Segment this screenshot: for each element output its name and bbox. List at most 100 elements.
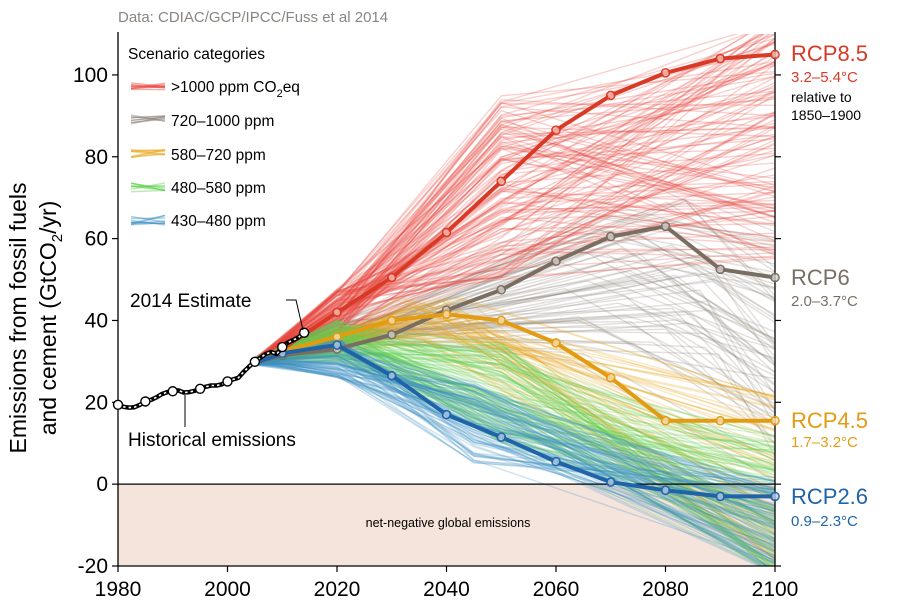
legend-label-1000-pre: >1000 ppm CO bbox=[171, 79, 277, 96]
scenario-line bbox=[254, 348, 775, 443]
scenario-line bbox=[254, 246, 775, 364]
scenario-line bbox=[254, 326, 775, 520]
scenario-line bbox=[254, 358, 775, 510]
scenario-line bbox=[254, 356, 775, 543]
rcp-labels: RCP8.5 3.2–5.4°C relative to 1850–1900 R… bbox=[791, 41, 868, 530]
legend-swatch-720-1000 bbox=[130, 114, 166, 125]
scenario-line bbox=[254, 363, 775, 522]
historical-point bbox=[277, 341, 288, 353]
legend-swatch-line bbox=[130, 150, 166, 156]
scenario-line bbox=[254, 249, 775, 363]
scenario-line bbox=[254, 347, 772, 566]
scenario-line bbox=[254, 250, 775, 363]
scenario-line bbox=[254, 356, 775, 454]
legend-swatch-line bbox=[130, 184, 166, 188]
scenario-line bbox=[254, 199, 775, 366]
scenario-line bbox=[254, 147, 775, 363]
scenario-line bbox=[254, 38, 775, 365]
rcp6-point-highlight bbox=[717, 266, 724, 273]
scenario-line bbox=[254, 355, 775, 546]
rcp6-label: RCP6 bbox=[791, 265, 850, 290]
legend-swatch-430-480 bbox=[130, 214, 166, 226]
scenario-line bbox=[254, 215, 775, 365]
rcp45-point-highlight bbox=[498, 317, 505, 324]
legend-swatch-line bbox=[130, 115, 166, 119]
scenario-line bbox=[254, 320, 775, 425]
scenario-line bbox=[254, 360, 775, 551]
scenario-line bbox=[254, 354, 763, 566]
scenario-line bbox=[254, 139, 775, 359]
scenario-line bbox=[254, 354, 775, 511]
scenario-line bbox=[254, 353, 775, 561]
rcp6-point-highlight bbox=[388, 331, 395, 338]
legend-swatch-line bbox=[130, 215, 166, 223]
historical-point bbox=[112, 399, 124, 410]
rcp45-point-highlight bbox=[772, 417, 778, 424]
rcp85-label: RCP8.5 bbox=[791, 41, 868, 66]
scenario-line bbox=[254, 279, 775, 361]
scenario-line bbox=[254, 181, 775, 364]
scenario-line bbox=[254, 109, 775, 360]
legend-title: Scenario categories bbox=[128, 46, 265, 63]
source-note: Data: CDIAC/GCP/IPCC/Fuss et al 2014 bbox=[118, 9, 388, 26]
scenario-line bbox=[254, 324, 768, 566]
rcp26-point-highlight bbox=[772, 493, 778, 500]
legend: Scenario categories >1000 ppm CO2eq 720–… bbox=[128, 46, 300, 230]
legend-label-430-480: 430–480 ppm bbox=[171, 213, 266, 230]
scenario-line bbox=[254, 147, 775, 361]
scenario-line bbox=[254, 34, 764, 365]
scenario-line bbox=[254, 348, 775, 455]
scenario-line bbox=[254, 358, 775, 546]
scenario-line bbox=[254, 271, 775, 365]
scenario-line bbox=[254, 359, 775, 532]
scenario-line bbox=[254, 348, 775, 447]
baseline-period-label: 1850–1900 bbox=[791, 107, 861, 123]
scenario-line bbox=[254, 95, 775, 359]
rcp85-point-highlight bbox=[717, 55, 724, 62]
legend-item-430-480: 430–480 ppm bbox=[130, 213, 266, 230]
scenario-line bbox=[254, 364, 775, 557]
scenario-line bbox=[254, 357, 775, 448]
scenario-line bbox=[254, 34, 765, 366]
scenario-line bbox=[254, 362, 775, 482]
rcp45-range: 1.7–3.2°C bbox=[791, 434, 858, 451]
scenario-line bbox=[254, 40, 775, 360]
y-axis-title-line2: and cement (GtCO2/yr) bbox=[35, 201, 66, 436]
scenario-line bbox=[254, 363, 775, 552]
rcp26-point-highlight bbox=[334, 342, 340, 349]
legend-swatch-line bbox=[130, 115, 166, 125]
rcp45-point-highlight bbox=[662, 417, 669, 424]
scenario-line bbox=[254, 352, 775, 508]
scenario-line bbox=[254, 359, 775, 565]
rcp85-point-highlight bbox=[772, 51, 778, 58]
scenario-line bbox=[254, 357, 775, 493]
scenario-line bbox=[254, 326, 775, 491]
rcp6-point-highlight bbox=[662, 223, 669, 230]
legend-swatch-line bbox=[130, 182, 166, 192]
scenario-line bbox=[254, 315, 775, 473]
legend-swatch-580-720 bbox=[130, 148, 166, 159]
rcp-series bbox=[253, 49, 780, 502]
legend-swatch-line bbox=[130, 221, 166, 225]
scenario-line bbox=[254, 355, 775, 518]
rcp45-label: RCP4.5 bbox=[791, 408, 868, 433]
historical-line-dots bbox=[117, 332, 305, 409]
x-tick-label: 2100 bbox=[752, 578, 799, 601]
net-negative-label: net-negative global emissions bbox=[366, 516, 531, 530]
scenario-line bbox=[254, 352, 775, 499]
scenario-line bbox=[254, 358, 775, 563]
scenario-line bbox=[254, 330, 775, 397]
scenario-line bbox=[254, 257, 775, 363]
scenario-line bbox=[254, 190, 775, 366]
scenario-line bbox=[254, 320, 775, 526]
rcp26-point-highlight bbox=[443, 411, 450, 418]
scenario-line bbox=[254, 76, 775, 366]
scenario-line bbox=[254, 323, 775, 467]
rcp45-point-highlight bbox=[553, 339, 559, 346]
scenario-line bbox=[254, 112, 775, 360]
y-tick-label: 100 bbox=[73, 64, 108, 87]
scenario-line bbox=[254, 102, 775, 363]
historical-point bbox=[298, 327, 310, 338]
scenario-line bbox=[254, 358, 775, 479]
